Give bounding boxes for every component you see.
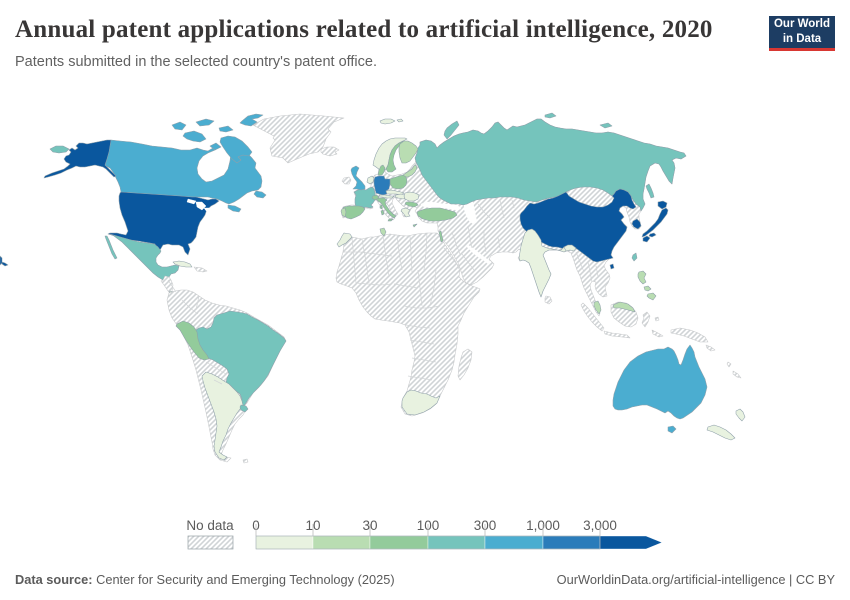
svg-text:No data: No data <box>186 518 234 533</box>
